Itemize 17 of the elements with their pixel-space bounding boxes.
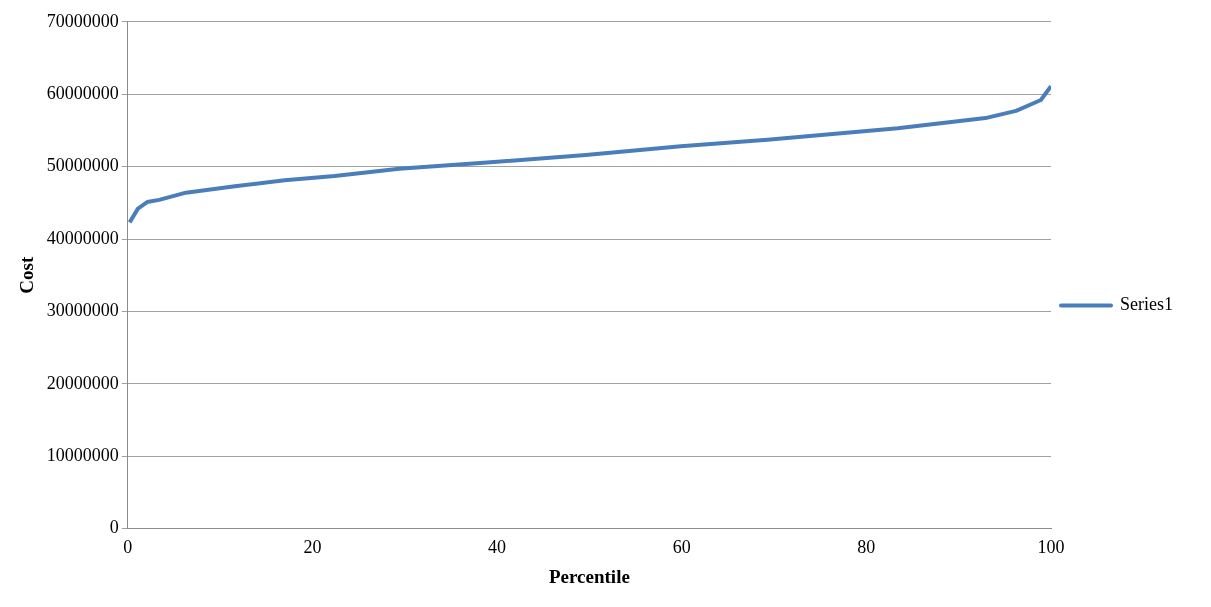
x-tick-label: 20 (303, 537, 322, 558)
y-tick-label: 70000000 (46, 10, 119, 31)
y-tick-label: 20000000 (46, 372, 119, 393)
y-tick-label: 10000000 (46, 444, 119, 465)
y-tick-label: 60000000 (46, 82, 119, 103)
x-tick-label: 100 (1037, 537, 1065, 558)
y-tick-label: 50000000 (46, 155, 119, 176)
y-axis-title: Cost (16, 256, 38, 294)
x-tick-label: 60 (672, 537, 691, 558)
x-tick-label: 0 (123, 537, 133, 558)
y-tick-label: 0 (109, 517, 119, 538)
y-tick-label: 30000000 (46, 300, 119, 321)
legend-label: Series1 (1120, 294, 1174, 315)
x-tick-label: 80 (857, 537, 876, 558)
x-axis-title: Percentile (548, 565, 630, 587)
x-tick-label: 40 (488, 537, 507, 558)
y-tick-label: 40000000 (46, 227, 119, 248)
